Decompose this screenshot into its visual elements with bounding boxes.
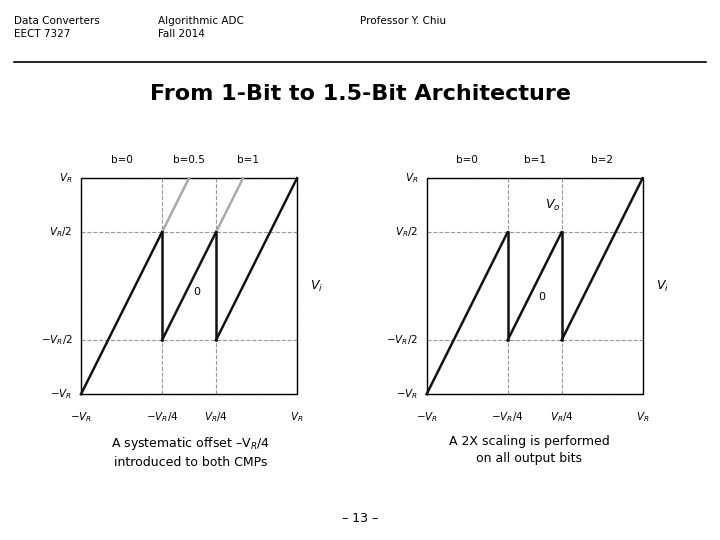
Text: $-V_R/2$: $-V_R/2$ [40,333,72,347]
Text: $-V_R$: $-V_R$ [396,387,418,401]
Text: A systematic offset –V$_R$/4
introduced to both CMPs: A systematic offset –V$_R$/4 introduced … [112,435,270,469]
Text: $V_R$: $V_R$ [290,410,304,424]
Text: $V_i$: $V_i$ [656,279,668,294]
Text: $-V_R/2$: $-V_R/2$ [386,333,418,347]
Text: A 2X scaling is performed
on all output bits: A 2X scaling is performed on all output … [449,435,610,465]
Text: Algorithmic ADC
Fall 2014: Algorithmic ADC Fall 2014 [158,16,244,39]
Text: b=0: b=0 [456,155,478,165]
Text: b=2: b=2 [591,155,613,165]
Text: $V_R/2$: $V_R/2$ [395,225,418,239]
Text: $-V_R$: $-V_R$ [50,387,72,401]
Text: $-V_R/4$: $-V_R/4$ [145,410,179,424]
Text: b=1: b=1 [523,155,546,165]
Text: Professor Y. Chiu: Professor Y. Chiu [360,16,446,26]
Text: $V_R$: $V_R$ [59,171,72,185]
Text: $-V_R/4$: $-V_R/4$ [491,410,524,424]
Text: $V_i$: $V_i$ [310,279,323,294]
Text: Data Converters
EECT 7327: Data Converters EECT 7327 [14,16,100,39]
Text: b=0.5: b=0.5 [173,155,205,165]
Text: – 13 –: – 13 – [342,512,378,525]
Text: $V_R/4$: $V_R/4$ [549,410,574,424]
Text: $V_R/4$: $V_R/4$ [204,410,228,424]
Text: $V_R$: $V_R$ [636,410,649,424]
Text: 0: 0 [193,287,200,296]
Text: $-V_R$: $-V_R$ [70,410,92,424]
Text: $V_R$: $V_R$ [405,171,418,185]
Text: $V_o$: $V_o$ [546,198,561,213]
Text: $-V_R$: $-V_R$ [415,410,438,424]
Text: b=1: b=1 [238,155,259,165]
Text: $V_R/2$: $V_R/2$ [49,225,72,239]
Text: b=0: b=0 [111,155,132,165]
Text: 0: 0 [539,292,546,302]
Text: From 1-Bit to 1.5-Bit Architecture: From 1-Bit to 1.5-Bit Architecture [150,84,570,104]
